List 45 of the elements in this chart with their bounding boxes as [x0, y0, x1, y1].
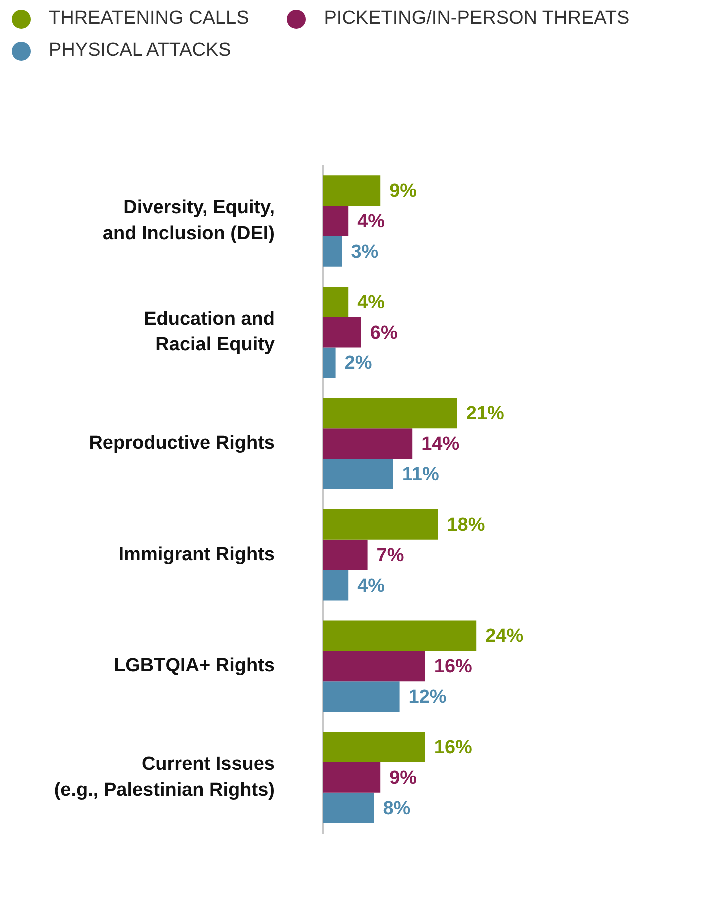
data-label: 14%	[422, 434, 460, 456]
data-label: 7%	[376, 545, 404, 566]
data-label: 9%	[390, 181, 418, 202]
data-label: 21%	[466, 404, 505, 425]
bar	[323, 348, 336, 378]
bar	[323, 620, 477, 652]
bar	[323, 317, 362, 348]
data-label: 3%	[351, 242, 379, 263]
legend-label: PHYSICAL ATTACKS	[49, 40, 232, 62]
bar	[323, 762, 381, 793]
y-tick-label: LGBTQIA+ Rights	[114, 656, 275, 677]
bar	[323, 206, 349, 236]
bar	[323, 176, 381, 206]
bar	[323, 651, 426, 682]
y-tick-label: Diversity, Equity, and Inclusion (DEI)	[102, 198, 275, 244]
data-label: 18%	[447, 514, 486, 536]
legend-label: PICKETING/IN-PERSON THREATS	[324, 8, 630, 30]
bar	[323, 459, 394, 490]
data-label: 16%	[434, 738, 473, 759]
data-label: 11%	[402, 464, 440, 486]
bar	[323, 682, 400, 712]
y-tick-label: Education and Racial Equity	[144, 308, 276, 356]
y-tick-label: Reproductive Rights	[89, 433, 275, 454]
y-tick-label: Immigrant Rights	[118, 544, 275, 566]
data-label: 8%	[383, 798, 411, 820]
bar	[323, 570, 349, 601]
data-label: 4%	[358, 292, 386, 314]
data-label: 6%	[370, 322, 398, 344]
bar	[323, 236, 342, 267]
bar	[323, 398, 458, 429]
data-label: 2%	[344, 353, 372, 374]
data-label: 4%	[358, 576, 386, 597]
bar	[323, 286, 349, 318]
y-tick-label: Current Issues (e.g., Palestinian Rights)	[54, 754, 275, 801]
data-label: 12%	[408, 687, 447, 708]
bar	[323, 540, 368, 570]
bar	[323, 792, 374, 824]
data-label: 16%	[434, 656, 473, 678]
data-label: 9%	[390, 768, 418, 789]
data-label: 24%	[486, 626, 524, 648]
legend-label: THREATENING CALLS	[49, 8, 250, 30]
data-label: 4%	[358, 212, 386, 233]
bar	[323, 732, 426, 762]
bar	[323, 510, 438, 540]
bar	[323, 428, 413, 460]
